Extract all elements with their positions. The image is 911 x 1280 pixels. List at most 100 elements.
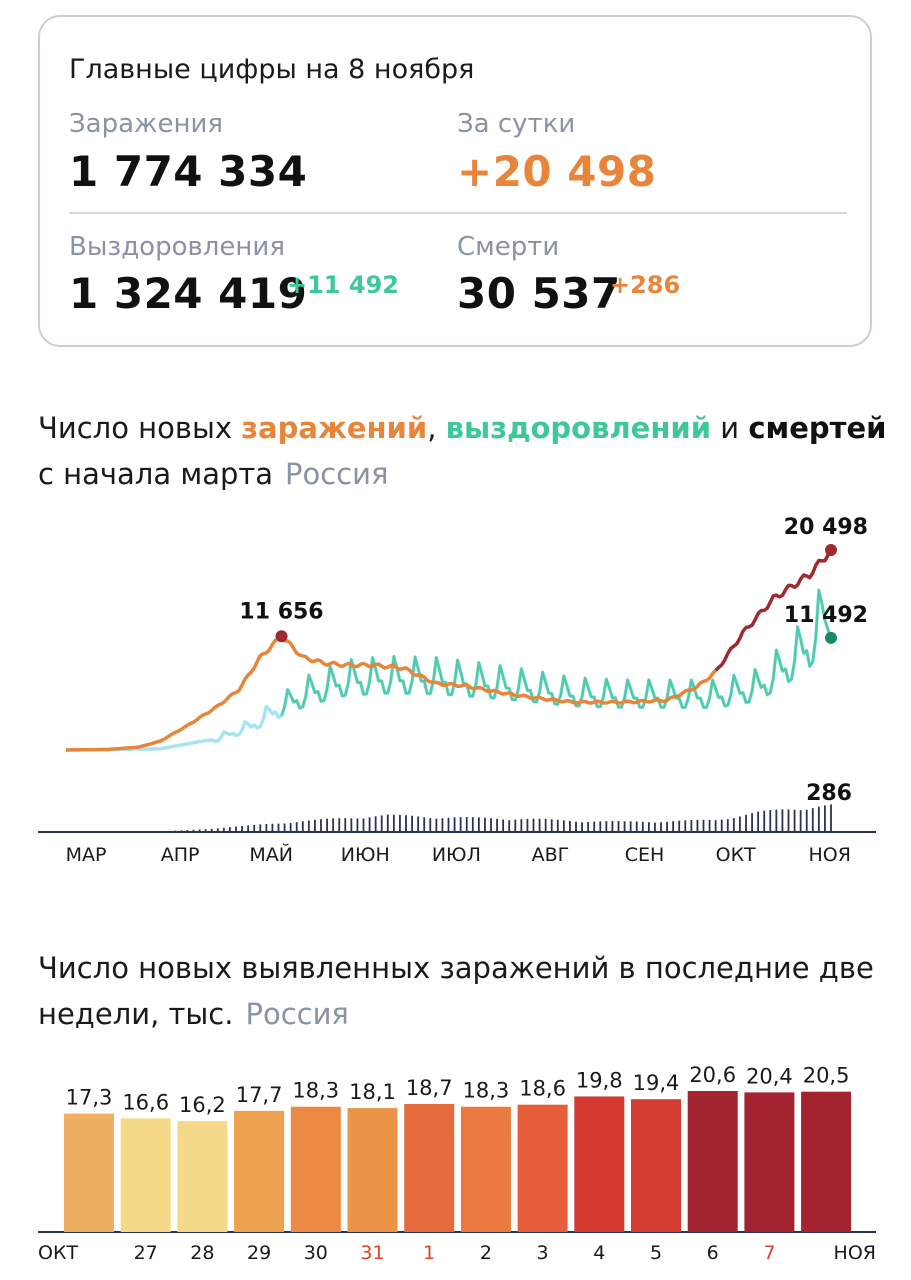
deaths-bar: [453, 817, 456, 832]
deaths-bar: [326, 818, 328, 832]
chart1-title-sep: ,: [427, 411, 446, 445]
deaths-bar: [405, 815, 407, 832]
deaths-bar: [186, 829, 189, 832]
bar: [687, 1091, 738, 1232]
infections-line-recent: [714, 549, 833, 672]
deaths-bar: [222, 827, 225, 832]
deaths-bar: [708, 819, 711, 832]
deaths-bar: [532, 818, 535, 832]
chart1-title-infections: заражений: [241, 411, 428, 445]
peak-infections-label: 11 656: [239, 599, 323, 624]
deaths-bar: [447, 817, 450, 832]
deaths-bar: [678, 820, 681, 832]
bar: [347, 1108, 398, 1232]
deaths-bar: [575, 821, 577, 832]
bar-value-label: 19,4: [633, 1071, 680, 1095]
month-tick-label: СЕН: [625, 844, 665, 866]
bar-value-label: 18,3: [292, 1079, 339, 1103]
bar-category-label: 31: [360, 1242, 384, 1264]
chart2-region: Россия: [245, 997, 349, 1031]
bar-value-label: 18,1: [349, 1080, 396, 1104]
deaths-bar: [769, 810, 772, 832]
chart2-title-line2: недели, тыс.: [38, 997, 234, 1031]
deaths-bar: [544, 818, 547, 832]
chart1-title: Число новых заражений, выздоровлений и с…: [38, 405, 886, 497]
deaths-bar: [787, 809, 790, 832]
bar: [177, 1121, 228, 1232]
month-tick-label: АПР: [161, 844, 200, 866]
deaths-delta: +286: [610, 271, 681, 299]
deaths-bar: [380, 815, 383, 832]
bar: [234, 1110, 285, 1232]
deaths-bar: [247, 825, 250, 832]
month-tick-label: ИЮЛ: [432, 844, 481, 866]
deaths-bar: [690, 819, 693, 832]
bar: [801, 1091, 852, 1232]
bar-value-label: 20,5: [803, 1064, 850, 1088]
deaths-bar: [514, 819, 517, 832]
bar-category-label: 7: [763, 1242, 775, 1264]
last-recoveries-label: 11 492: [784, 603, 868, 628]
deaths-bar: [283, 823, 286, 832]
deaths-bar: [295, 822, 298, 832]
chart1-region: Россия: [285, 457, 389, 491]
deaths-bar: [556, 819, 559, 832]
recoveries-value: 1 324 419: [69, 269, 308, 318]
deaths-bar: [423, 817, 426, 832]
bar: [290, 1106, 341, 1232]
deaths-bar: [411, 815, 413, 832]
bar-category-label: 3: [537, 1242, 549, 1264]
deaths-bar: [259, 824, 262, 832]
deaths-bar: [471, 817, 474, 832]
deaths-bar: [611, 821, 614, 832]
deaths-bar: [745, 814, 747, 832]
deaths-bar: [386, 814, 389, 832]
bar-category-label: 30: [304, 1242, 328, 1264]
deaths-bar: [726, 819, 729, 832]
bar: [64, 1113, 114, 1232]
month-tick-label: АВГ: [532, 844, 570, 866]
deaths-bar: [356, 818, 359, 832]
infections-last-marker: [825, 544, 837, 556]
bar-value-label: 20,6: [689, 1063, 736, 1087]
deaths-bar: [830, 804, 832, 832]
deaths-bar: [490, 818, 492, 832]
bar-value-label: 16,2: [179, 1093, 226, 1117]
bar-category-label: 27: [134, 1242, 158, 1264]
deaths-bar: [751, 813, 753, 832]
deaths-bar: [587, 821, 590, 832]
deaths-bar: [775, 809, 778, 832]
deaths-bar: [314, 819, 316, 832]
bar-category-label: 6: [707, 1242, 719, 1264]
deaths-bar: [289, 822, 292, 832]
last-deaths-label: 286: [806, 781, 852, 806]
deaths-bar: [241, 825, 243, 832]
bar: [517, 1104, 568, 1232]
deaths-bar: [672, 821, 675, 832]
bar-value-label: 17,3: [66, 1086, 113, 1110]
deaths-bar: [429, 818, 432, 832]
deaths-bar: [629, 821, 632, 832]
deaths-bar: [459, 817, 462, 832]
month-tick-label: НОЯ: [809, 844, 851, 866]
bar-value-label: 19,8: [576, 1068, 623, 1092]
month-tick-label: МАЙ: [249, 843, 293, 866]
deaths-bar: [720, 819, 723, 832]
bar-category-label: 2: [480, 1242, 492, 1264]
bar-value-label: 18,7: [406, 1076, 453, 1100]
deaths-bars: [71, 804, 832, 832]
deaths-bar: [793, 809, 796, 832]
deaths-bar: [204, 829, 207, 832]
recoveries-label: Выздоровления: [69, 232, 285, 262]
deaths-bar: [265, 824, 268, 832]
deaths-bar: [805, 809, 808, 832]
bar: [404, 1104, 455, 1232]
bar-value-label: 18,3: [463, 1079, 510, 1103]
deaths-bar: [198, 829, 201, 832]
deaths-bar: [824, 805, 826, 832]
recoveries-delta: +11 492: [287, 271, 399, 299]
bar-category-label: 1: [423, 1242, 435, 1264]
deaths-bar: [235, 826, 237, 832]
deaths-bar: [763, 810, 766, 832]
bar-category-label: 4: [593, 1242, 605, 1264]
